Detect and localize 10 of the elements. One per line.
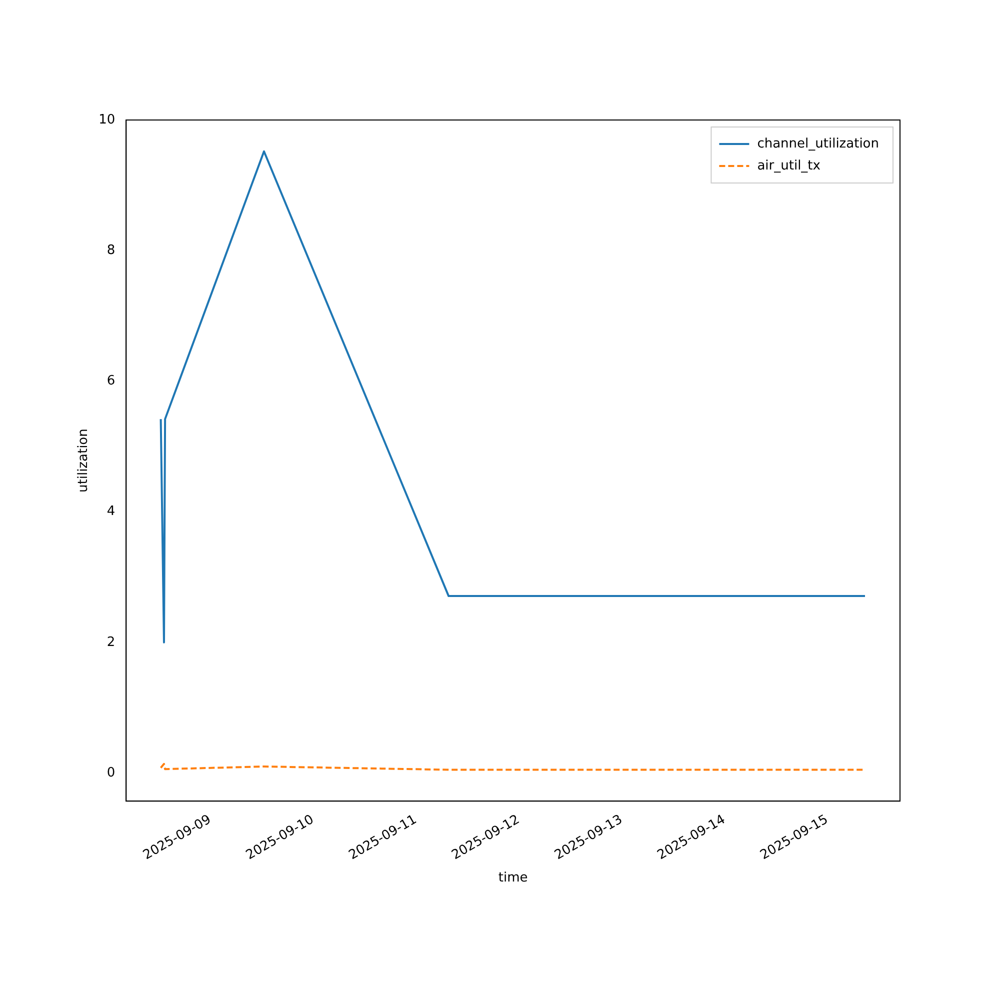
y-tick-label: 6 [106, 374, 116, 389]
legend-label: air_util_tx [757, 158, 821, 174]
legend-label: channel_utilization [757, 136, 880, 152]
y-tick-label: 10 [98, 112, 116, 128]
y-tick-label: 2 [106, 634, 116, 650]
y-tick-label: 8 [106, 242, 116, 258]
y-tick-label: 0 [106, 765, 116, 780]
y-axis-title: utilization [76, 428, 92, 492]
y-tick-label: 4 [106, 504, 116, 520]
x-axis-title: time [498, 870, 528, 886]
